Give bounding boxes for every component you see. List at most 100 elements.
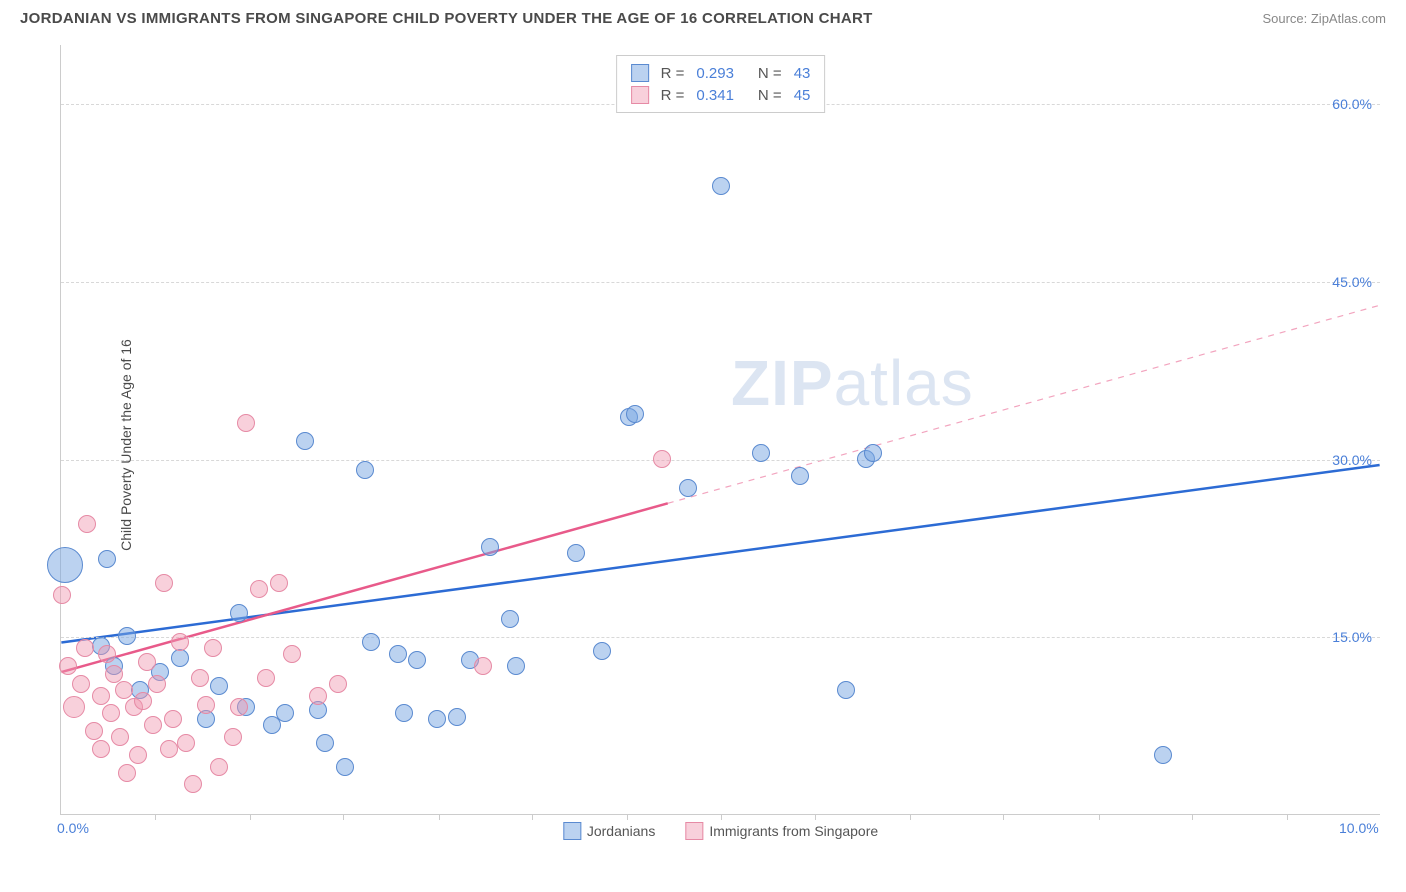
x-tick: [721, 814, 722, 820]
legend-swatch: [631, 64, 649, 82]
data-point: [210, 677, 228, 695]
data-point: [78, 515, 96, 533]
x-tick: [250, 814, 251, 820]
x-tick: [1287, 814, 1288, 820]
data-point: [296, 432, 314, 450]
data-point: [138, 653, 156, 671]
data-point: [593, 642, 611, 660]
x-tick: [1003, 814, 1004, 820]
data-point: [626, 405, 644, 423]
data-point: [679, 479, 697, 497]
data-point: [428, 710, 446, 728]
x-tick: [1099, 814, 1100, 820]
data-point: [336, 758, 354, 776]
data-point: [92, 740, 110, 758]
data-point: [283, 645, 301, 663]
chart-header: JORDANIAN VS IMMIGRANTS FROM SINGAPORE C…: [0, 0, 1406, 35]
data-point: [501, 610, 519, 628]
stat-r-value: 0.341: [696, 87, 734, 104]
watermark-light: atlas: [834, 347, 974, 419]
data-point: [59, 657, 77, 675]
data-point: [837, 681, 855, 699]
data-point: [230, 698, 248, 716]
data-point: [567, 544, 585, 562]
data-point: [197, 696, 215, 714]
data-point: [134, 692, 152, 710]
data-point: [309, 687, 327, 705]
data-point: [276, 704, 294, 722]
data-point: [111, 728, 129, 746]
data-point: [712, 177, 730, 195]
x-tick-label: 0.0%: [57, 820, 89, 836]
data-point: [250, 580, 268, 598]
data-point: [389, 645, 407, 663]
stat-r-value: 0.293: [696, 65, 734, 82]
x-tick: [532, 814, 533, 820]
stat-row: R = 0.341 N = 45: [631, 84, 811, 106]
data-point: [481, 538, 499, 556]
data-point: [144, 716, 162, 734]
legend-label: Jordanians: [587, 823, 656, 839]
x-tick: [343, 814, 344, 820]
stat-n-label: N =: [758, 65, 782, 82]
data-point: [204, 639, 222, 657]
data-point: [115, 681, 133, 699]
x-tick: [155, 814, 156, 820]
data-point: [791, 467, 809, 485]
data-point: [102, 704, 120, 722]
legend-label: Immigrants from Singapore: [709, 823, 878, 839]
x-tick: [910, 814, 911, 820]
data-point: [408, 651, 426, 669]
data-point: [184, 775, 202, 793]
data-point: [155, 574, 173, 592]
data-point: [257, 669, 275, 687]
data-point: [98, 550, 116, 568]
x-tick: [627, 814, 628, 820]
watermark-bold: ZIP: [731, 347, 834, 419]
stat-n-label: N =: [758, 87, 782, 104]
data-point: [270, 574, 288, 592]
x-tick: [815, 814, 816, 820]
stat-r-label: R =: [661, 87, 685, 104]
stat-n-value: 43: [794, 65, 811, 82]
data-point: [76, 639, 94, 657]
data-point: [148, 675, 166, 693]
data-point: [224, 728, 242, 746]
legend-swatch: [631, 86, 649, 104]
data-point: [507, 657, 525, 675]
data-point: [53, 586, 71, 604]
data-point: [129, 746, 147, 764]
data-point: [316, 734, 334, 752]
data-point: [72, 675, 90, 693]
data-point: [191, 669, 209, 687]
legend-item: Immigrants from Singapore: [685, 822, 878, 840]
y-tick-label: 45.0%: [1332, 274, 1372, 290]
x-tick: [1192, 814, 1193, 820]
data-point: [118, 764, 136, 782]
gridline: [61, 637, 1380, 638]
chart-title: JORDANIAN VS IMMIGRANTS FROM SINGAPORE C…: [20, 10, 873, 27]
data-point: [171, 633, 189, 651]
data-point: [177, 734, 195, 752]
gridline: [61, 282, 1380, 283]
data-point: [210, 758, 228, 776]
data-point: [160, 740, 178, 758]
trend-lines: [61, 45, 1380, 814]
stat-legend: R = 0.293 N = 43 R = 0.341 N = 45: [616, 55, 826, 113]
stat-n-value: 45: [794, 87, 811, 104]
data-point: [171, 649, 189, 667]
data-point: [356, 461, 374, 479]
chart-container: Child Poverty Under the Age of 16 ZIPatl…: [50, 35, 1386, 855]
legend-swatch: [563, 822, 581, 840]
data-point: [448, 708, 466, 726]
data-point: [864, 444, 882, 462]
legend-swatch: [685, 822, 703, 840]
data-point: [47, 547, 83, 583]
data-point: [237, 414, 255, 432]
x-tick-label: 10.0%: [1339, 820, 1379, 836]
gridline: [61, 460, 1380, 461]
data-point: [164, 710, 182, 728]
x-tick: [439, 814, 440, 820]
data-point: [752, 444, 770, 462]
y-tick-label: 60.0%: [1332, 96, 1372, 112]
